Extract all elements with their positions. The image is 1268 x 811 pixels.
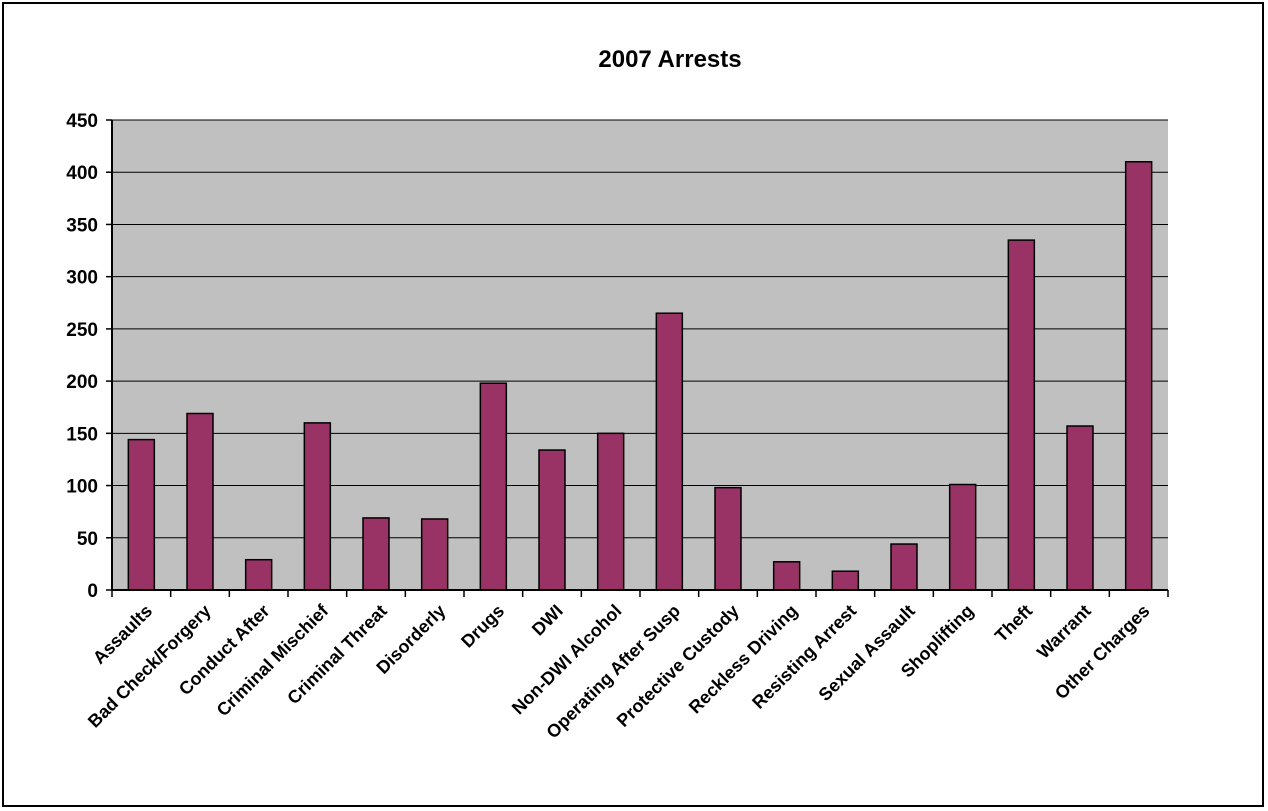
x-tick-label: Resisting Arrest	[748, 601, 860, 713]
x-tick-label: Reckless Driving	[685, 601, 802, 718]
y-tick-label: 450	[66, 111, 98, 132]
bar	[831, 570, 860, 591]
y-tick-label: 400	[66, 163, 98, 184]
y-tick-label: 100	[66, 477, 98, 498]
bar	[479, 382, 508, 591]
bar	[1124, 161, 1153, 591]
bar	[186, 412, 214, 591]
y-tick-label: 250	[66, 320, 98, 341]
y-tick-label: 0	[87, 581, 98, 602]
bar	[948, 483, 977, 591]
bar	[714, 486, 742, 591]
y-tick-label: 200	[66, 372, 98, 393]
y-tick-label: 300	[66, 268, 98, 289]
bar	[1066, 425, 1094, 591]
x-tick-label: DWI	[528, 601, 567, 640]
bar	[655, 312, 684, 591]
bar	[772, 561, 801, 591]
gridlines	[112, 119, 1168, 539]
y-tick-label: 350	[66, 215, 98, 236]
x-tick-label: Drugs	[457, 601, 508, 652]
y-axis-ticks: 0 50 100 150 200 250 300 350 400 450	[66, 111, 112, 602]
bar	[420, 518, 449, 591]
x-tick-label: Criminal Mischief	[213, 600, 333, 720]
bars	[127, 161, 1153, 591]
chart-title: 2007 Arrests	[598, 46, 741, 73]
bar	[538, 449, 566, 591]
bar	[127, 438, 156, 591]
bar	[362, 517, 390, 591]
axes	[111, 120, 1169, 597]
bar	[890, 543, 918, 591]
bar	[244, 558, 273, 591]
x-tick-label: Non-DWI Alcohol	[508, 601, 626, 719]
bar	[303, 422, 332, 591]
bar	[596, 432, 625, 591]
y-tick-label: 150	[66, 424, 98, 445]
x-tick-label: Criminal Threat	[283, 601, 391, 709]
x-tick-label: Theft	[991, 601, 1036, 646]
plot-area	[112, 120, 1168, 590]
y-tick-label: 50	[77, 529, 98, 550]
bar	[1007, 239, 1036, 591]
